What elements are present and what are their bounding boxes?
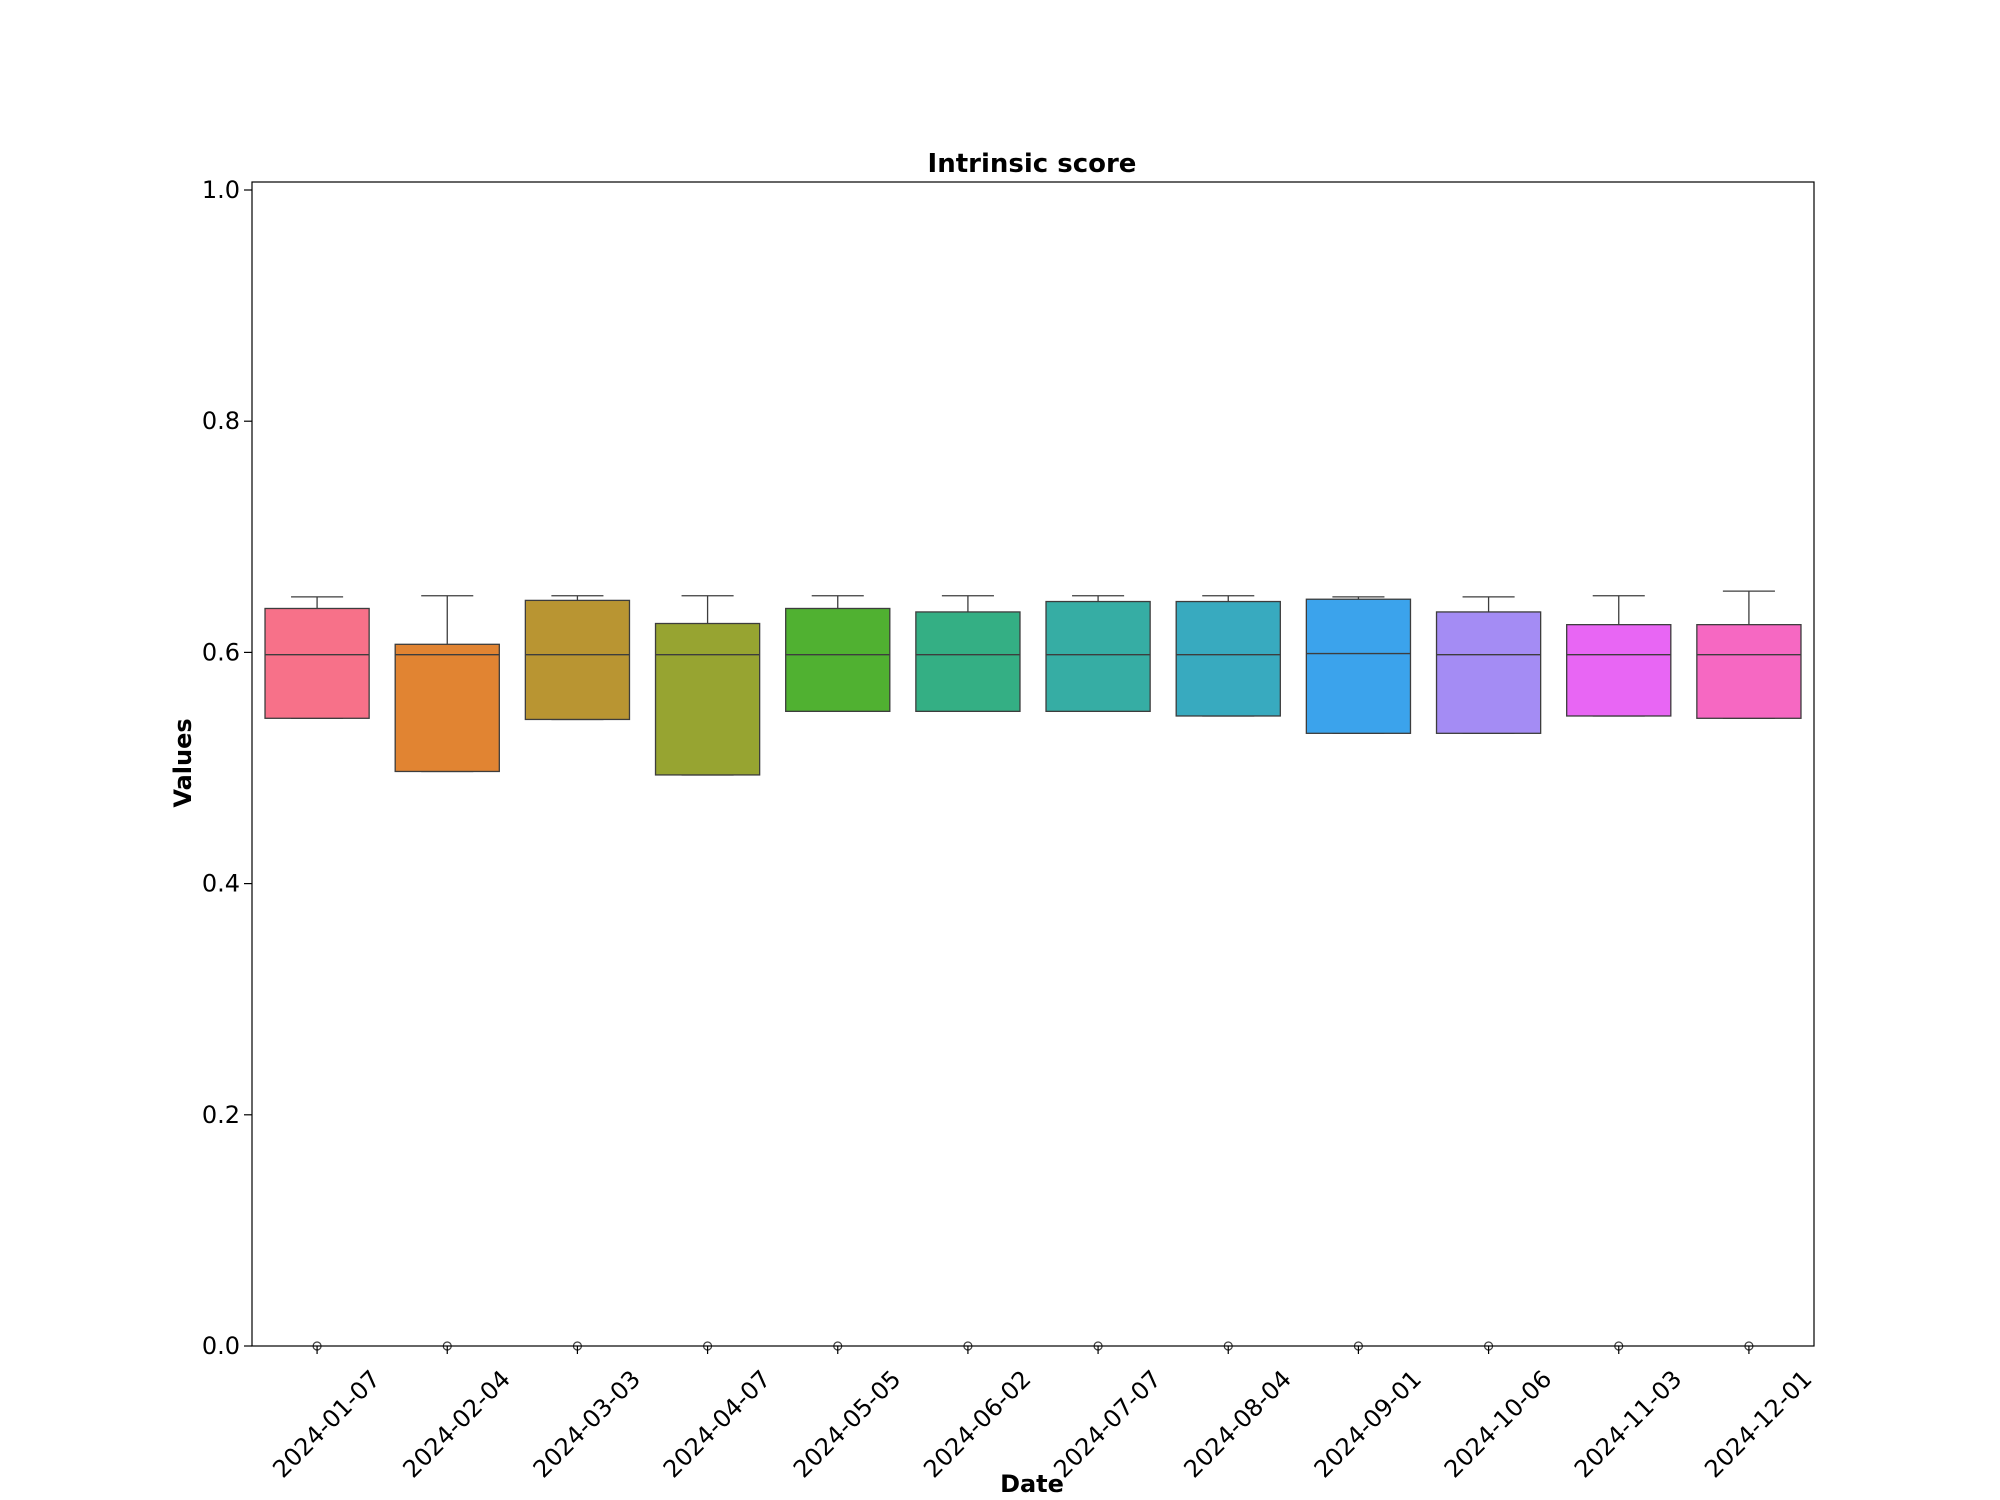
- box-2024-11-03: [1566, 595, 1672, 1351]
- y-tick-label: 0.4: [202, 870, 240, 898]
- box-2024-12-01: [1696, 590, 1802, 1351]
- iqr-box: [1566, 624, 1672, 717]
- x-tick-label: 2024-10-06: [1439, 1365, 1557, 1483]
- plot-frame: [251, 181, 1815, 1347]
- x-tick-label: 2024-05-05: [788, 1365, 906, 1483]
- box-plot-series: [264, 590, 1802, 1351]
- iqr-box: [394, 643, 500, 773]
- box-2024-04-07: [654, 595, 761, 1351]
- x-axis-ticks: 2024-01-07 2024-02-04 2024-03-03 2024-04-07…: [267, 1346, 1818, 1483]
- iqr-box: [1045, 600, 1151, 713]
- y-tick-label: 0.8: [202, 407, 240, 435]
- x-tick-label: 2024-09-01: [1309, 1365, 1427, 1483]
- iqr-box: [915, 611, 1021, 713]
- x-tick-label: 2024-12-01: [1699, 1365, 1817, 1483]
- box-2024-06-02: [915, 595, 1021, 1351]
- box-2024-01-07: [264, 596, 370, 1351]
- iqr-box: [1435, 611, 1542, 734]
- iqr-box: [1696, 624, 1802, 719]
- iqr-box: [1305, 598, 1412, 734]
- x-tick-label: 2024-03-03: [528, 1365, 646, 1483]
- iqr-box: [785, 607, 891, 713]
- box-2024-09-01: [1305, 596, 1412, 1351]
- y-tick-label: 0.2: [202, 1101, 240, 1129]
- x-tick-label: 2024-08-04: [1179, 1365, 1297, 1483]
- x-tick-label: 2024-01-07: [267, 1365, 385, 1483]
- iqr-box: [1175, 600, 1281, 717]
- x-tick-label: 2024-02-04: [398, 1365, 516, 1483]
- x-axis-label: Date: [1000, 1470, 1064, 1498]
- box-2024-02-04: [394, 595, 500, 1351]
- iqr-box: [524, 599, 631, 721]
- box-2024-08-04: [1175, 595, 1281, 1351]
- y-tick-label: 0.6: [202, 638, 240, 666]
- x-tick-label: 2024-04-07: [658, 1365, 776, 1483]
- y-axis-ticks: 0.0 0.2 0.4 0.6 0.8 1.0: [202, 176, 252, 1360]
- box-2024-03-03: [524, 595, 631, 1351]
- box-2024-10-06: [1435, 596, 1542, 1351]
- y-axis-label: Values: [169, 718, 197, 807]
- box-2024-07-07: [1045, 595, 1151, 1351]
- iqr-box: [654, 622, 761, 776]
- iqr-box: [264, 607, 370, 719]
- x-tick-label: 2024-07-07: [1048, 1365, 1166, 1483]
- y-tick-label: 1.0: [202, 176, 240, 204]
- y-tick-label: 0.0: [202, 1332, 240, 1360]
- chart-title: Intrinsic score: [928, 149, 1137, 179]
- box-2024-05-05: [785, 595, 891, 1351]
- x-tick-label: 2024-06-02: [918, 1365, 1036, 1483]
- x-tick-label: 2024-11-03: [1569, 1365, 1687, 1483]
